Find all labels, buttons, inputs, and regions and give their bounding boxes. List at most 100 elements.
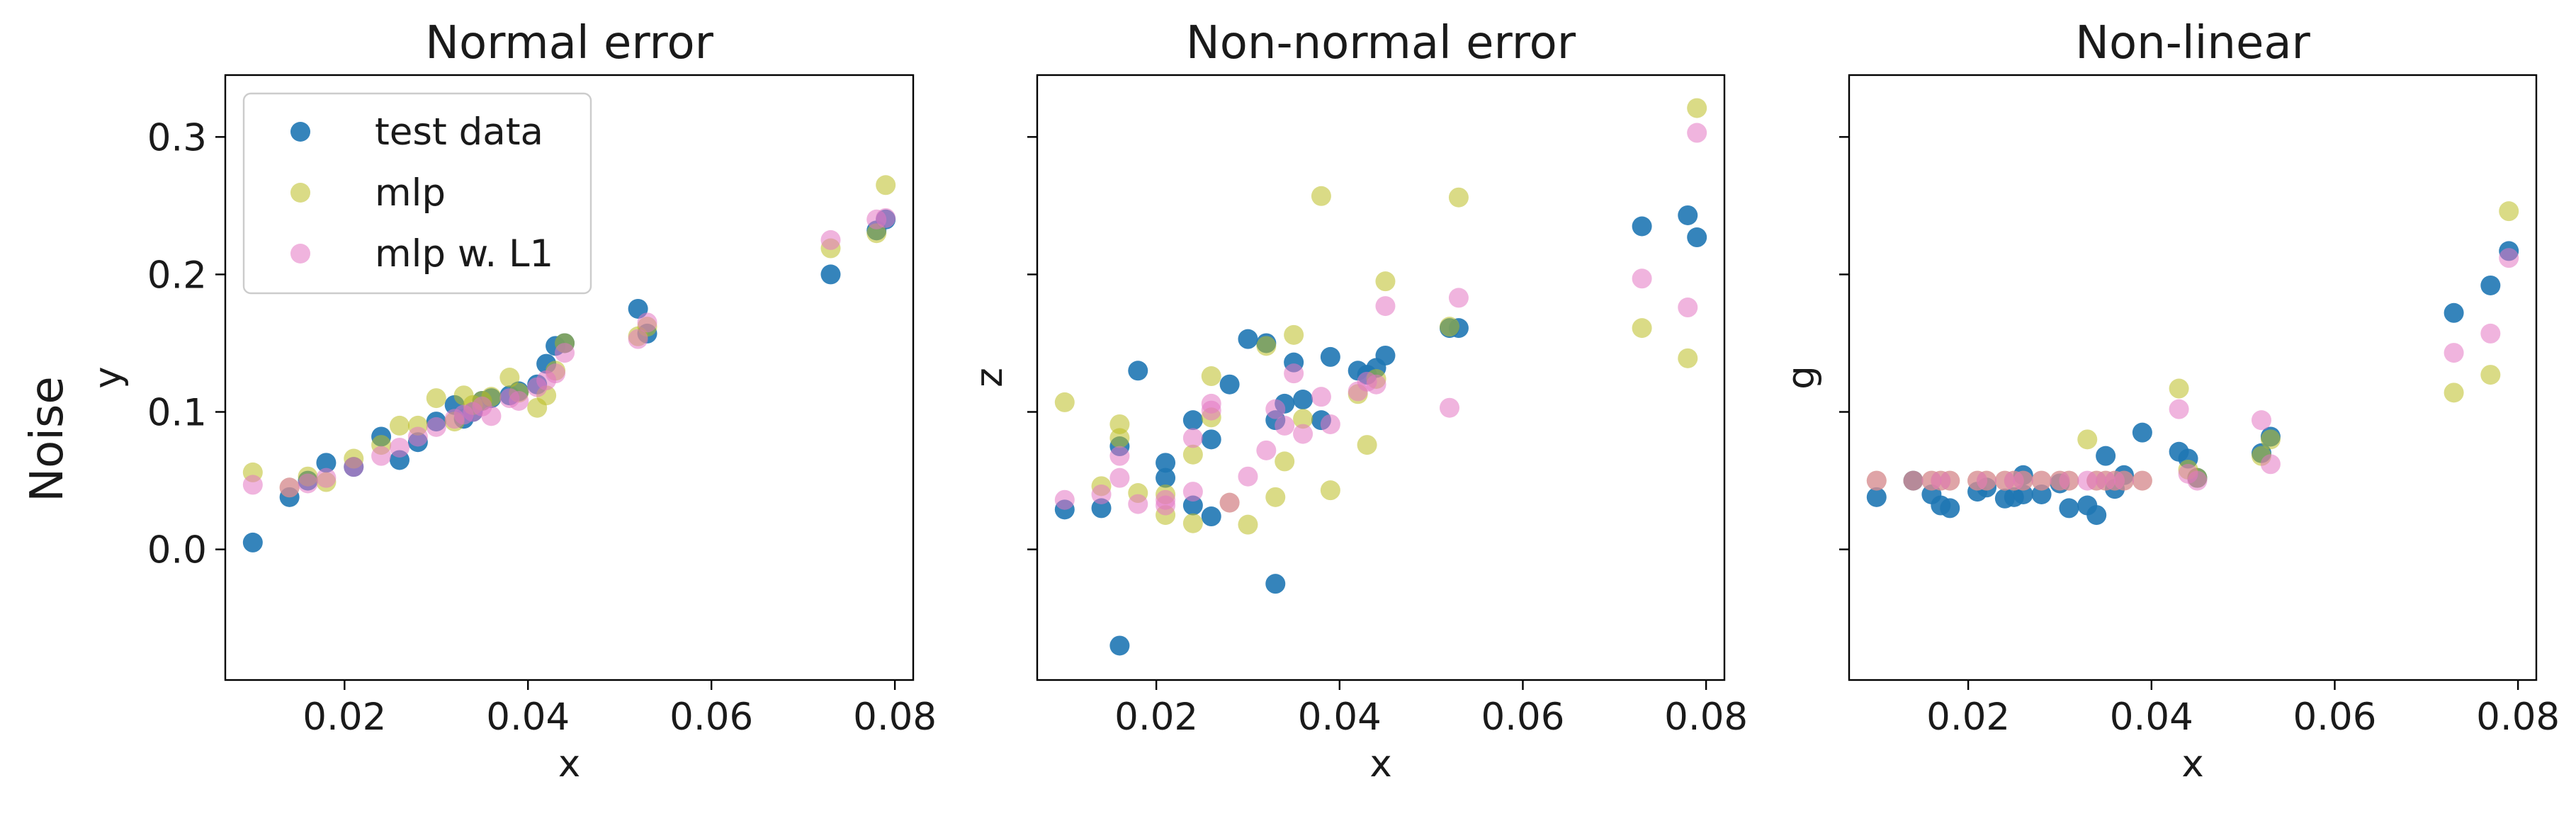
panel-3: 0.02 0.04 0.06 0.08 Non-linear x g xyxy=(1780,17,2560,786)
data-point xyxy=(1219,374,1240,395)
data-point xyxy=(1054,489,1075,510)
data-point xyxy=(1109,428,1130,448)
data-point xyxy=(316,468,337,488)
data-point xyxy=(1320,346,1340,367)
data-point xyxy=(1091,498,1112,518)
data-point xyxy=(279,477,300,498)
data-point xyxy=(1320,480,1340,501)
data-point xyxy=(1182,410,1203,431)
data-point xyxy=(1109,635,1130,656)
x-tick-label: 0.02 xyxy=(1926,696,2010,739)
y-tick-label: 0.2 xyxy=(147,254,207,297)
x-axis-label: x xyxy=(1369,742,1391,786)
x-tick-label: 0.06 xyxy=(670,696,753,739)
data-point xyxy=(1201,366,1221,387)
data-point xyxy=(1284,363,1304,384)
data-point xyxy=(1293,390,1314,410)
data-point xyxy=(1448,288,1469,308)
series-2 xyxy=(1866,201,2519,491)
data-point xyxy=(1375,271,1396,292)
data-point xyxy=(1311,186,1331,206)
data-point xyxy=(2444,302,2464,323)
data-point xyxy=(2114,470,2134,491)
x-tick-label: 0.06 xyxy=(1481,696,1564,739)
data-point xyxy=(1632,318,1652,339)
data-point xyxy=(2260,429,2281,450)
data-point xyxy=(242,475,263,495)
panel-title: Non-normal error xyxy=(1186,17,1576,69)
series-3 xyxy=(242,208,896,498)
row-label: Noise xyxy=(21,376,74,502)
data-point xyxy=(344,457,364,477)
x-tick-label: 0.04 xyxy=(1298,696,1382,739)
data-point xyxy=(1375,296,1396,317)
data-point xyxy=(2169,378,2189,399)
data-point xyxy=(1265,487,1286,507)
data-point xyxy=(1091,484,1112,504)
data-point xyxy=(1182,444,1203,465)
data-point xyxy=(1128,494,1148,514)
legend-marker xyxy=(290,183,310,203)
x-tick-label: 0.04 xyxy=(2110,696,2193,739)
data-point xyxy=(1256,336,1277,356)
panel-2: 0.02 0.04 0.06 0.08 Non-normal error x z xyxy=(968,17,1748,786)
y-tick-label: 0.0 xyxy=(147,529,207,572)
data-point xyxy=(1219,492,1240,513)
data-point xyxy=(2499,248,2519,268)
data-point xyxy=(1687,227,1707,248)
data-point xyxy=(820,230,841,250)
data-point xyxy=(2444,382,2464,403)
data-point xyxy=(509,390,529,411)
legend-label: mlp xyxy=(375,171,446,215)
axes-frame xyxy=(1036,74,1726,681)
points-group xyxy=(1054,98,1707,656)
data-point xyxy=(1293,409,1314,429)
data-point xyxy=(1440,397,1459,418)
data-point xyxy=(637,312,657,333)
data-point xyxy=(2031,484,2052,504)
axes-frame xyxy=(224,74,915,681)
data-point xyxy=(2132,470,2152,491)
y-axis-label: g xyxy=(1780,366,1823,390)
data-point xyxy=(1054,392,1075,412)
data-point xyxy=(2480,365,2501,385)
data-point xyxy=(1238,466,1258,487)
legend-label: mlp w. L1 xyxy=(375,232,553,276)
data-point xyxy=(2169,399,2189,419)
data-point xyxy=(628,329,648,349)
y-axis-label: z xyxy=(968,368,1011,387)
data-point xyxy=(1866,470,1887,491)
data-point xyxy=(2077,429,2098,450)
series-3 xyxy=(1054,123,1707,516)
data-point xyxy=(1182,513,1203,533)
data-point xyxy=(1128,361,1148,381)
data-point xyxy=(1156,468,1176,488)
data-point xyxy=(1156,495,1176,516)
legend-marker xyxy=(290,244,310,264)
legend: test data mlp mlp w. L1 xyxy=(242,92,592,295)
axes-frame xyxy=(1848,74,2538,681)
data-point xyxy=(242,532,263,552)
legend-label: test data xyxy=(375,110,543,154)
data-point xyxy=(1109,414,1130,434)
data-point xyxy=(1375,345,1396,366)
data-point xyxy=(1366,374,1386,395)
data-point xyxy=(1238,329,1258,349)
data-point xyxy=(499,368,520,387)
data-point xyxy=(1256,440,1277,460)
data-point xyxy=(2480,275,2501,295)
data-point xyxy=(1940,470,1960,491)
data-point xyxy=(2132,422,2152,443)
data-point xyxy=(2059,498,2079,518)
data-point xyxy=(481,406,502,426)
data-point xyxy=(1109,468,1130,488)
x-tick-label: 0.08 xyxy=(853,696,937,739)
data-point xyxy=(2013,470,2033,491)
data-point xyxy=(316,453,337,473)
data-point xyxy=(1293,424,1314,444)
data-point xyxy=(2187,470,2208,491)
data-point xyxy=(1940,498,1960,518)
points-group xyxy=(1866,201,2519,526)
data-point xyxy=(1182,428,1203,448)
